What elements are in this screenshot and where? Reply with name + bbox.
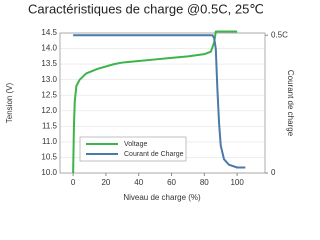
- y-tick-label: 10.5: [41, 153, 57, 162]
- y-axis-label: Tension (V): [5, 82, 14, 123]
- x-tick-label: 60: [167, 178, 176, 187]
- y-tick-label: 11.5: [42, 121, 58, 130]
- x-tick-label: 80: [200, 178, 209, 187]
- y2-tick-label: 0.5C: [271, 30, 288, 39]
- y-tick-label: 13.5: [41, 59, 57, 68]
- y-tick-label: 14.0: [41, 44, 57, 53]
- y2-tick-label: 0: [271, 168, 276, 177]
- y2-axis-label: Courant de charge: [286, 70, 295, 137]
- chart: Caractéristiques de charge @0.5C, 25℃ Ni…: [5, 1, 295, 202]
- plot-frame: [59, 32, 266, 174]
- x-tick-label: 40: [134, 178, 143, 187]
- x-tick-label: 100: [230, 178, 244, 187]
- y-tick-label: 13.0: [41, 75, 57, 84]
- x-tick-label: 0: [71, 178, 76, 187]
- y-tick-label: 12.5: [41, 90, 57, 99]
- page: {"chart_data": {"type": "line", "title":…: [5, 1, 295, 203]
- legend-label: Voltage: [124, 141, 147, 148]
- legend-label: Courant de Charge: [124, 151, 184, 158]
- series-line: [73, 34, 246, 169]
- series-line: [72, 30, 238, 174]
- legend-box: [79, 136, 187, 162]
- y-tick-label: 12.0: [41, 106, 57, 115]
- x-axis-label: Niveau de charge (%): [123, 193, 201, 202]
- chart-title: Caractéristiques de charge @0.5C, 25℃: [28, 1, 264, 16]
- y-tick-label: 14.5: [41, 28, 57, 37]
- x-tick-label: 20: [101, 178, 110, 187]
- y-tick-label: 10.0: [41, 168, 57, 177]
- y-tick-label: 11.0: [42, 137, 58, 146]
